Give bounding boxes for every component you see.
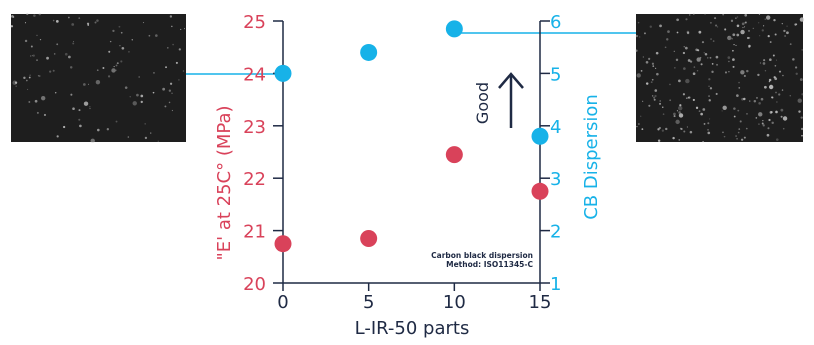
x-tick-label: 0 [277, 292, 288, 313]
right-y-tick-label: 4 [550, 117, 561, 138]
right-y-tick-label: 1 [550, 274, 561, 295]
right-micrograph-image [635, 13, 805, 143]
right-y-tick-label: 6 [550, 12, 561, 33]
modulus-point [360, 229, 378, 247]
x-tick-label: 15 [529, 292, 552, 313]
left-y-tick-label: 21 [243, 222, 266, 243]
method-note-line2: Method: ISO11345-C [446, 260, 533, 269]
modulus-point [274, 235, 292, 253]
x-axis-title: L-IR-50 parts [355, 318, 470, 339]
dispersion-point [531, 127, 549, 145]
left-y-tick-label: 24 [243, 64, 266, 85]
left-y-tick-label: 25 [243, 12, 266, 33]
right-y-tick-label: 2 [550, 222, 561, 243]
method-note-line1: Carbon black dispersion [431, 251, 533, 260]
left-micrograph-image [10, 12, 186, 143]
modulus-point [445, 146, 463, 164]
left-y-tick-label: 23 [243, 117, 266, 138]
left-y-axis-title: "E' at 25C° (MPa) [214, 106, 235, 261]
dispersion-point [274, 64, 292, 82]
right-y-axis-title: CB Dispersion [581, 94, 602, 220]
x-tick-label: 10 [443, 292, 466, 313]
good-arrow-icon [498, 72, 524, 128]
modulus-point [531, 182, 549, 200]
left-y-tick-label: 22 [243, 169, 266, 190]
x-tick-label: 5 [363, 292, 374, 313]
right-y-tick-label: 5 [550, 64, 561, 85]
good-annotation: Good [473, 82, 492, 124]
dispersion-point [445, 20, 463, 38]
left-y-tick-label: 20 [243, 274, 266, 295]
dispersion-point [360, 43, 378, 61]
right-y-tick-label: 3 [550, 169, 561, 190]
